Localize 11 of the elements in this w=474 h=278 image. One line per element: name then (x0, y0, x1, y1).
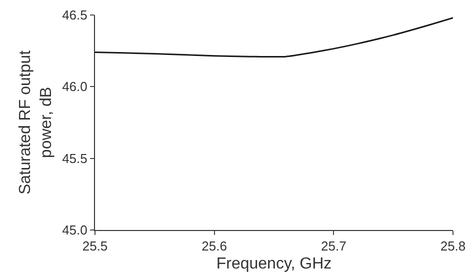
y-tick-label: 46.0 (62, 79, 88, 94)
y-tick-label: 45.5 (62, 150, 88, 166)
x-tick-label: 25.5 (82, 238, 108, 254)
y-axis-title: Saturated RF output power, dB (17, 50, 55, 195)
line-series (95, 17, 453, 58)
x-tick-label: 25.6 (202, 238, 227, 254)
y-tick-label: 45.0 (62, 222, 88, 238)
y-tick-label: 46.5 (62, 8, 88, 23)
x-tick-label: 25.7 (321, 238, 346, 254)
x-tick-label: 25.8 (440, 238, 466, 254)
x-axis-title: Frequency, GHz (216, 255, 332, 272)
